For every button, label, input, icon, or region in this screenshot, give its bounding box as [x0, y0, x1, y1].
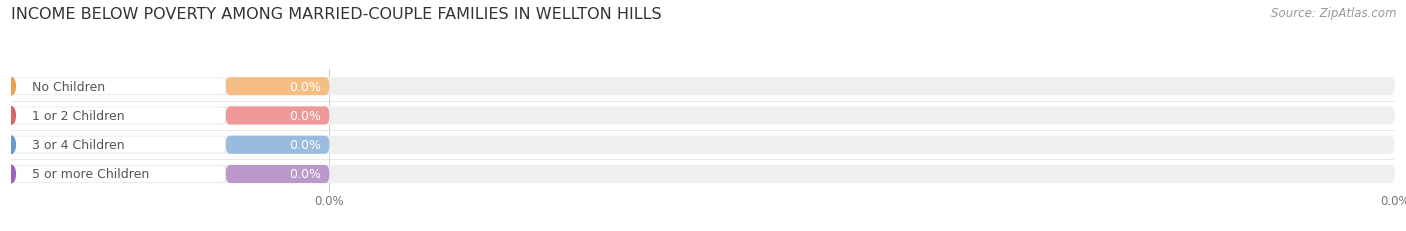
- FancyBboxPatch shape: [11, 166, 226, 182]
- Text: INCOME BELOW POVERTY AMONG MARRIED-COUPLE FAMILIES IN WELLTON HILLS: INCOME BELOW POVERTY AMONG MARRIED-COUPL…: [11, 7, 662, 22]
- Circle shape: [7, 165, 15, 183]
- Text: 0.0%: 0.0%: [290, 139, 321, 152]
- Text: 0.0%: 0.0%: [290, 80, 321, 93]
- Text: 0.0%: 0.0%: [290, 109, 321, 122]
- FancyBboxPatch shape: [11, 79, 226, 95]
- Text: 0.0%: 0.0%: [290, 168, 321, 181]
- Circle shape: [7, 78, 15, 96]
- Circle shape: [7, 136, 15, 154]
- Text: 5 or more Children: 5 or more Children: [32, 168, 149, 181]
- Text: No Children: No Children: [32, 80, 105, 93]
- FancyBboxPatch shape: [11, 137, 226, 153]
- FancyBboxPatch shape: [226, 165, 329, 183]
- FancyBboxPatch shape: [226, 78, 329, 96]
- FancyBboxPatch shape: [11, 108, 226, 124]
- Text: 3 or 4 Children: 3 or 4 Children: [32, 139, 125, 152]
- FancyBboxPatch shape: [226, 107, 329, 125]
- FancyBboxPatch shape: [11, 136, 1395, 154]
- FancyBboxPatch shape: [226, 136, 329, 154]
- FancyBboxPatch shape: [11, 78, 1395, 96]
- Text: Source: ZipAtlas.com: Source: ZipAtlas.com: [1271, 7, 1396, 20]
- Text: 1 or 2 Children: 1 or 2 Children: [32, 109, 125, 122]
- FancyBboxPatch shape: [11, 107, 1395, 125]
- Circle shape: [7, 107, 15, 125]
- FancyBboxPatch shape: [11, 165, 1395, 183]
